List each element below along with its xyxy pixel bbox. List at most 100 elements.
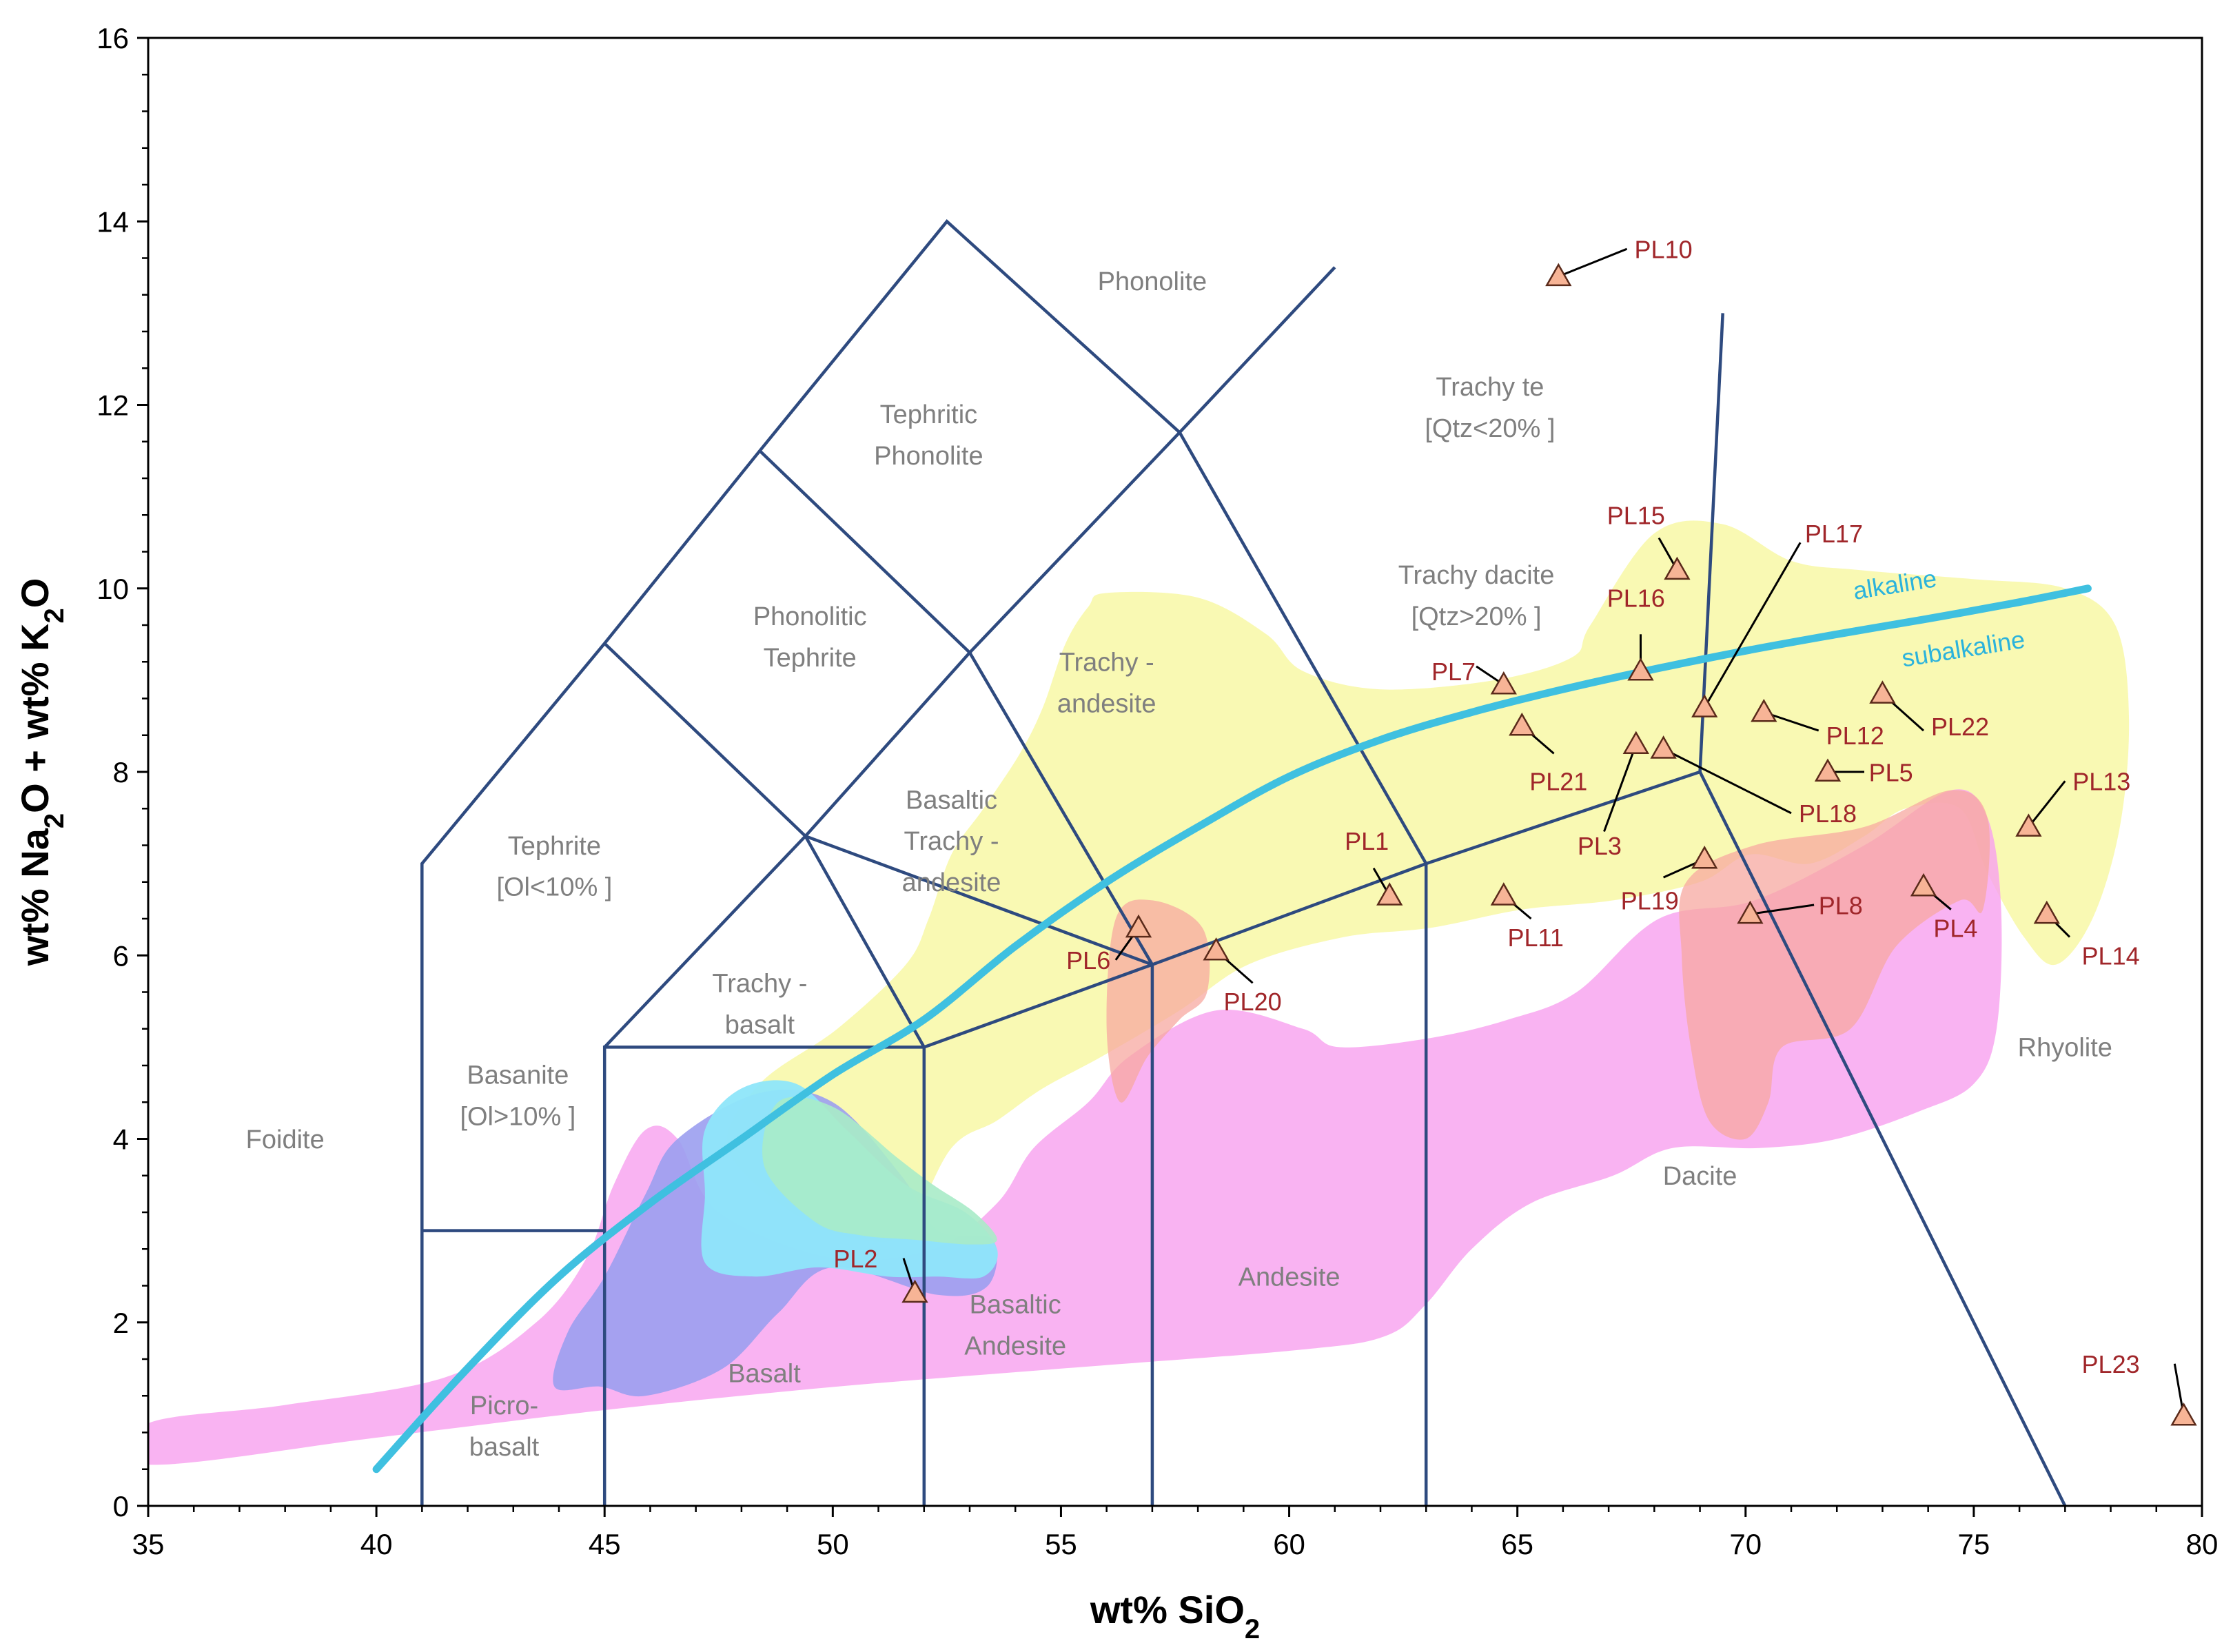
sample-points — [901, 263, 2197, 1426]
field-label: Basanite — [467, 1061, 569, 1090]
sample-label-pl4: PL4 — [1933, 915, 1977, 943]
sample-point-pl11 — [1490, 882, 1517, 906]
y-axis-title: wt% Na2O + wt% K2O — [13, 578, 70, 967]
sample-point-pl19 — [1691, 845, 1718, 869]
leader-pl13 — [2028, 780, 2066, 828]
field-label: Trachy - — [712, 970, 807, 999]
sample-label-pl17: PL17 — [1805, 520, 1863, 548]
field-label: Phonolite — [1098, 267, 1207, 296]
leader-pl10 — [1558, 247, 1628, 278]
field-label: Basaltic — [906, 786, 997, 815]
sample-label-pl15: PL15 — [1607, 502, 1665, 530]
field-label: Trachy te — [1436, 373, 1544, 402]
field-label: Dacite — [1663, 1162, 1737, 1191]
divider-curve — [372, 584, 2092, 1473]
alkaline-subalkaline-divider — [372, 584, 2092, 1473]
sample-point-pl23 — [2170, 1402, 2197, 1426]
region-salmon2 — [1679, 790, 1990, 1140]
field-label: Andesite — [964, 1332, 1066, 1360]
sample-point-pl14 — [2033, 900, 2060, 924]
sample-point-pl5 — [1814, 758, 1842, 782]
x-tick-label: 60 — [1273, 1528, 1305, 1560]
field-label: Basaltic — [970, 1290, 1061, 1319]
y-tick-label: 2 — [113, 1307, 129, 1339]
sample-point-pl8 — [1737, 900, 1764, 924]
field-label: Phonolite — [874, 442, 983, 471]
field-label: Tephrite — [764, 644, 857, 673]
sample-label-pl18: PL18 — [1799, 799, 1857, 828]
field-label: Trachy - — [1059, 649, 1154, 677]
tas-field-boundaries — [420, 219, 2067, 1507]
x-tick-label: 50 — [817, 1528, 849, 1560]
sample-labels: PL1 PL2 PL3 PL4 PL5 PL6 PL7 PL8 PL10 PL11 PL12 PL13… — [833, 236, 2139, 1379]
field-label: andesite — [1057, 690, 1156, 719]
field-label: Andesite — [1238, 1263, 1340, 1292]
sample-label-pl12: PL12 — [1826, 722, 1884, 750]
x-tick-label: 35 — [132, 1528, 165, 1560]
sample-point-pl18 — [1650, 735, 1677, 759]
sample-point-pl4 — [1910, 873, 1937, 897]
field-label: Trachy - — [904, 827, 999, 856]
region-green — [762, 1097, 997, 1245]
sample-label-pl10: PL10 — [1635, 236, 1693, 264]
x-tick-label: 65 — [1501, 1528, 1533, 1560]
field-label: Foidite — [246, 1125, 325, 1154]
field-label: [Ol>10% ] — [460, 1103, 575, 1132]
leader-pl18 — [1662, 748, 1792, 815]
sample-label-pl21: PL21 — [1529, 768, 1587, 796]
leader-pl8 — [1750, 904, 1815, 915]
y-tick-label: 12 — [96, 389, 129, 422]
x-tick-label: 55 — [1045, 1528, 1077, 1560]
field-label: andesite — [902, 868, 1001, 897]
sample-point-pl7 — [1490, 671, 1517, 695]
y-tick-label: 0 — [113, 1490, 129, 1522]
y-tick-label: 6 — [113, 939, 129, 972]
y-tick-label: 14 — [96, 205, 129, 238]
field-labels: Foidite Picro-basalt Basalt Basaltic Andesit… — [246, 267, 2112, 1462]
field-label: Picro- — [470, 1391, 538, 1420]
sample-point-pl1 — [1376, 882, 1403, 906]
x-tick-label: 45 — [589, 1528, 621, 1560]
y-tick-label: 16 — [96, 22, 129, 54]
sample-label-pl3: PL3 — [1578, 832, 1622, 860]
x-tick-label: 75 — [1958, 1528, 1990, 1560]
field-label: [Ol<10% ] — [496, 873, 612, 902]
sample-point-pl2 — [901, 1279, 928, 1303]
x-axis-title: wt% SiO2 — [1090, 1588, 1260, 1644]
field-label: [Qtz<20% ] — [1425, 414, 1555, 443]
field-label: Phonolitic — [753, 602, 867, 631]
sample-label-pl20: PL20 — [1224, 988, 1282, 1016]
sample-label-pl2: PL2 — [833, 1245, 877, 1273]
tas-boundary-7 — [924, 770, 2067, 1507]
sample-label-pl16: PL16 — [1607, 584, 1665, 612]
sample-point-pl21 — [1509, 712, 1536, 736]
sample-label-pl11: PL11 — [1507, 924, 1563, 952]
tas-boundary-6 — [758, 449, 1154, 1506]
field-label: Trachy dacite — [1398, 561, 1555, 590]
sample-point-pl20 — [1203, 937, 1230, 961]
x-tick-label: 40 — [360, 1528, 393, 1560]
x-tick-label: 80 — [2186, 1528, 2219, 1560]
field-label: [Qtz>20% ] — [1411, 602, 1542, 631]
sample-label-pl13: PL13 — [2072, 768, 2130, 796]
sample-label-pl1: PL1 — [1345, 827, 1389, 855]
y-tick-label: 8 — [113, 756, 129, 788]
leader-pl17 — [1703, 542, 1802, 708]
region-yellow — [726, 520, 2130, 1243]
field-label: Tephritic — [880, 400, 978, 429]
field-label: Rhyolite — [2018, 1034, 2112, 1063]
sample-label-pl8: PL8 — [1819, 891, 1863, 919]
sample-label-pl5: PL5 — [1869, 758, 1913, 786]
field-label: basalt — [725, 1010, 795, 1039]
sample-label-pl22: PL22 — [1931, 713, 1989, 741]
sample-point-pl10 — [1545, 263, 1572, 287]
field-label: Tephrite — [508, 832, 601, 861]
field-label: basalt — [469, 1433, 540, 1462]
plot-axes: 35 40 45 50 55 60 65 70 75 80 0 2 4 6 8 10 12 14 16 — [96, 22, 2218, 1560]
sample-point-pl16 — [1627, 657, 1654, 681]
sample-point-pl3 — [1622, 731, 1649, 755]
sample-point-pl22 — [1869, 680, 1896, 704]
sample-label-pl23: PL23 — [2082, 1350, 2140, 1378]
tas-boundary-2 — [602, 1046, 926, 1506]
x-tick-label: 70 — [1729, 1528, 1762, 1560]
